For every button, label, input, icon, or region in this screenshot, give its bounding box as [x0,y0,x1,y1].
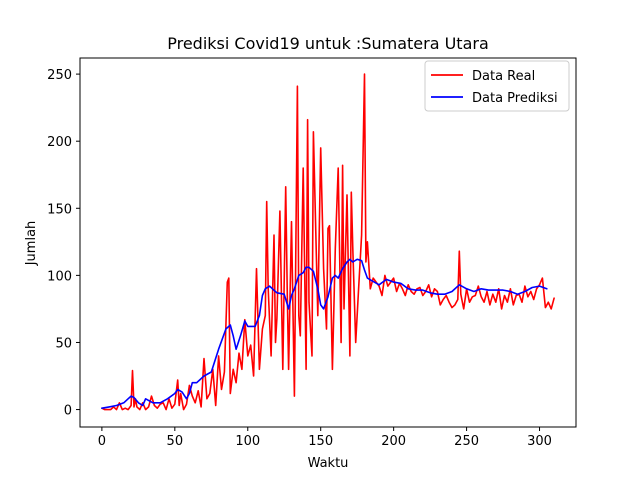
ticks-layer: 0 50 100 150 200 250 300 0 50 100 150 200 250 [47,68,552,449]
x-tick-label: 300 [527,434,552,449]
y-tick-label: 100 [47,269,72,284]
legend-box [424,60,570,112]
series-line-data-real [101,73,555,411]
x-tick-label: 250 [454,434,479,449]
legend-label-real: Data Real [472,69,535,84]
x-tick-label: 200 [381,434,406,449]
y-tick-label: 250 [47,68,72,83]
series-layer [101,73,555,411]
series-line-data-prediksi [101,258,548,410]
legend: Data Real Data Prediksi [424,60,570,112]
y-tick-label: 0 [64,404,72,419]
y-axis-label: Jumlah [24,221,39,267]
x-tick-label: 100 [235,434,260,449]
x-axis-label: Waktu [308,456,349,471]
x-tick-label: 0 [98,434,106,449]
x-tick-label: 150 [308,434,333,449]
chart-title: Prediksi Covid19 untuk :Sumatera Utara [167,34,489,53]
x-tick-label: 50 [167,434,184,449]
y-tick-label: 200 [47,135,72,150]
axes-frame [79,57,577,428]
y-tick-label: 50 [55,336,72,351]
legend-label-prediksi: Data Prediksi [472,91,558,106]
y-tick-label: 150 [47,202,72,217]
